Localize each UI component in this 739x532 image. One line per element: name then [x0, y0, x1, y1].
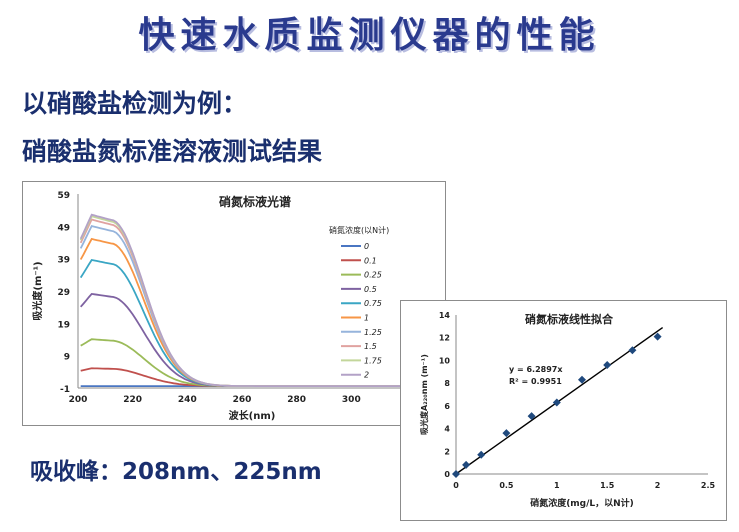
legend-label: 1.25 [364, 328, 382, 337]
y-axis-label: 吸光度(m⁻¹) [31, 261, 44, 320]
y-axis-label: 吸光度A₂₂₀nm (m⁻¹) [419, 354, 429, 435]
y-tick-label: -1 [60, 385, 70, 395]
y-tick-label: 19 [57, 320, 70, 330]
data-point [628, 346, 637, 355]
data-point [502, 429, 511, 438]
data-point [477, 450, 486, 459]
y-tick-label: 0 [444, 470, 450, 479]
fit-trendline [455, 326, 664, 475]
data-point [653, 332, 662, 341]
legend-label: 0.25 [364, 271, 382, 280]
y-tick-label: 8 [444, 379, 450, 388]
chart-title: 硝氮标液光谱 [219, 194, 291, 209]
legend-label: 0.5 [364, 285, 377, 294]
x-tick-label: 2.5 [701, 481, 716, 490]
y-tick-label: 59 [57, 191, 70, 201]
data-point [603, 360, 612, 369]
y-tick-label: 4 [444, 425, 450, 434]
linear-fit-chart-box: 0 2 4 6 8 10 12 14 0 0.5 1 1.5 2 2.5 硝氮浓度(mg/L，以N计) 吸光度… [400, 300, 727, 521]
spectrum-chart-box: -1 9 19 29 39 49 59 200 220 240 260 280 300 波长(nm) 吸光度… [22, 181, 446, 426]
subheading-method: 以硝酸盐检测为例： [22, 89, 248, 118]
fit-r-squared: R² = 0.9951 [509, 377, 562, 386]
y-tick-label: 29 [57, 288, 70, 298]
data-point [552, 398, 561, 407]
x-tick-label: 260 [233, 395, 252, 405]
data-point [527, 412, 536, 421]
spectrum-series-line [80, 367, 406, 387]
spectrum-series-line [79, 259, 406, 387]
spectrum-chart: -1 9 19 29 39 49 59 200 220 240 260 280 300 波长(nm) 吸光度… [31, 191, 406, 422]
y-tick-label: 6 [444, 402, 450, 411]
x-tick-label: 0.5 [499, 481, 514, 490]
y-tick-label: 14 [439, 311, 451, 320]
linear-fit-chart: 0 2 4 6 8 10 12 14 0 0.5 1 1.5 2 2.5 硝氮浓度(mg/L，以N计) 吸光度… [419, 311, 716, 509]
y-tick-label: 10 [439, 356, 451, 365]
x-tick-label: 2 [655, 481, 661, 490]
x-axis-label: 硝氮浓度(mg/L，以N计) [530, 497, 634, 509]
fit-equation: y = 6.2897x [509, 365, 563, 374]
x-tick-label: 200 [69, 395, 88, 405]
x-tick-label: 1.5 [600, 481, 615, 490]
x-tick-label: 240 [178, 395, 197, 405]
x-tick-label: 300 [342, 395, 361, 405]
data-point [452, 470, 460, 478]
legend-label: 1 [364, 314, 369, 323]
legend-label: 0.75 [364, 299, 382, 308]
x-tick-label: 0 [453, 481, 459, 490]
y-tick-label: 2 [444, 447, 450, 456]
legend-label: 2 [364, 371, 369, 380]
y-tick-label: 39 [57, 256, 70, 266]
spectrum-series-line [79, 213, 406, 387]
x-axis-label: 波长(nm) [229, 409, 276, 422]
y-tick-label: 49 [57, 223, 70, 233]
subheading-results: 硝酸盐氮标准溶液测试结果 [22, 137, 323, 166]
legend-label: 1.75 [364, 356, 382, 365]
x-tick-label: 220 [123, 395, 142, 405]
x-tick-label: 1 [554, 481, 560, 490]
slide-title: 快速水质监测仪器的性能 [138, 14, 601, 56]
legend-title: 硝氮浓度(以N计) [329, 225, 389, 235]
chart-title: 硝氮标液线性拟合 [525, 312, 614, 326]
legend-label: 0.1 [364, 256, 377, 265]
data-point [462, 460, 471, 469]
data-point [578, 375, 586, 384]
y-tick-label: 9 [64, 353, 70, 363]
legend-label: 0 [364, 242, 369, 251]
y-tick-label: 12 [439, 334, 450, 343]
absorption-peaks-text: 吸收峰：208nm、225nm [30, 459, 322, 485]
legend-label: 1.5 [364, 342, 377, 351]
x-tick-label: 280 [287, 395, 306, 405]
